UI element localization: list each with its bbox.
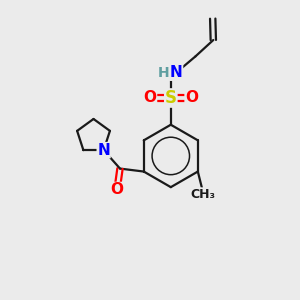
Text: S: S — [165, 89, 177, 107]
Text: O: O — [110, 182, 124, 197]
Text: N: N — [170, 65, 182, 80]
Text: O: O — [143, 91, 157, 106]
Text: N: N — [97, 142, 110, 158]
Text: H: H — [158, 66, 169, 80]
Text: O: O — [185, 91, 198, 106]
Text: CH₃: CH₃ — [191, 188, 216, 201]
